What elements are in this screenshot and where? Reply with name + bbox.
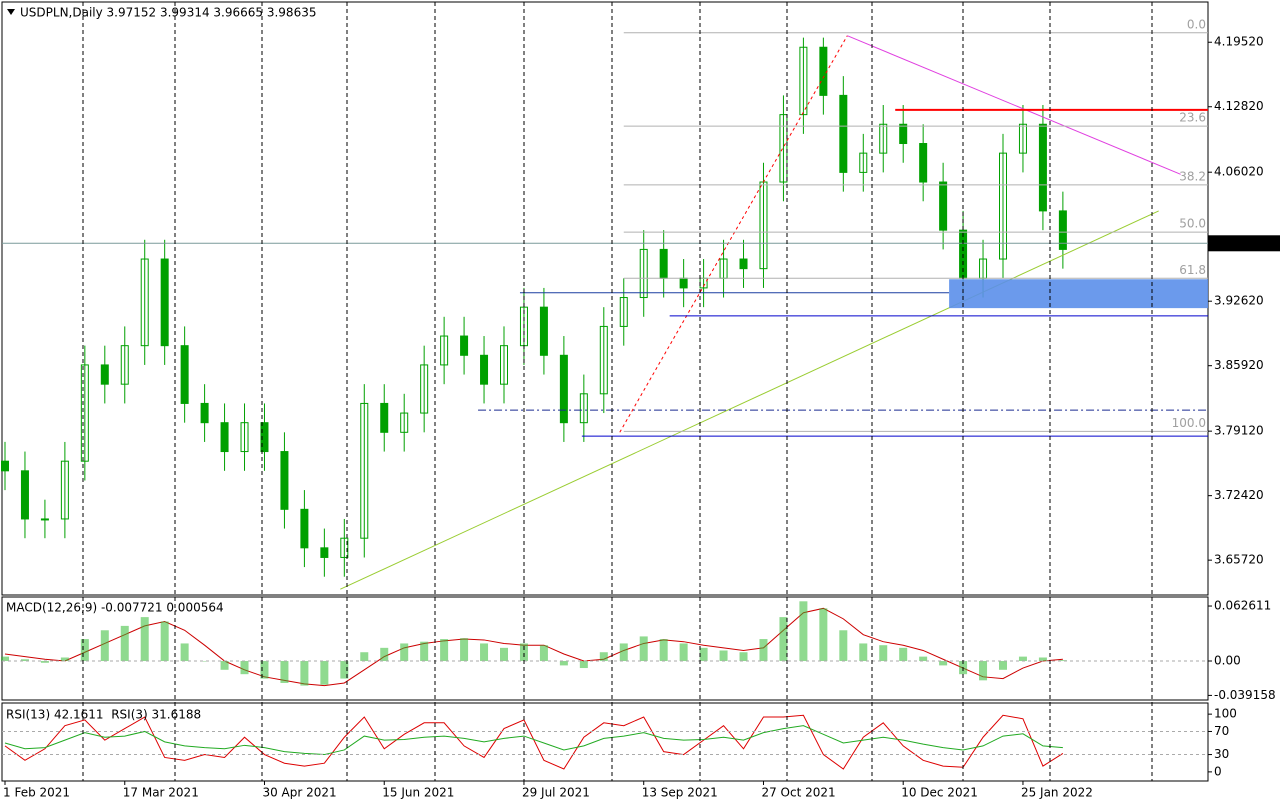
macd-signal bbox=[4, 607, 1063, 687]
rsi-frame bbox=[1, 702, 1209, 782]
trend-line bbox=[619, 35, 848, 433]
macd-bar bbox=[240, 661, 249, 675]
macd-bar bbox=[440, 639, 449, 662]
macd-label: MACD(12,26,9) -0.007721 0.000564 bbox=[6, 601, 224, 615]
trend-line bbox=[340, 210, 1159, 590]
trend-line bbox=[847, 35, 1181, 175]
macd-bar bbox=[999, 661, 1007, 670]
macd-bar bbox=[260, 661, 269, 679]
last-price-box bbox=[1208, 235, 1280, 252]
x-tick-label: 17 Mar 2021 bbox=[123, 786, 199, 800]
macd-bar bbox=[1038, 657, 1047, 662]
fib-label: 100.0 bbox=[1172, 416, 1206, 430]
rsi-line bbox=[4, 714, 1064, 770]
macd-bar bbox=[579, 661, 588, 669]
chart-title: USDPLN,Daily 3.97152 3.99314 3.96665 3.9… bbox=[20, 6, 316, 20]
macd-bar bbox=[879, 645, 888, 662]
macd-bar bbox=[919, 656, 928, 662]
macd-bar bbox=[480, 643, 489, 662]
macd-bar bbox=[679, 643, 688, 662]
macd-bar bbox=[539, 645, 548, 662]
macd-bar bbox=[739, 652, 748, 662]
macd-bar bbox=[839, 630, 848, 662]
macd-bar bbox=[659, 639, 668, 662]
macd-bar bbox=[360, 652, 369, 662]
macd-bar bbox=[519, 643, 528, 662]
x-tick-label: 29 Jul 2021 bbox=[522, 786, 590, 800]
menu-triangle bbox=[7, 9, 15, 15]
macd-bar bbox=[40, 661, 49, 663]
macd-bar bbox=[420, 641, 429, 662]
y-tick-label: 3.85920 bbox=[1214, 358, 1264, 372]
fib-label: 50.0 bbox=[1179, 217, 1206, 231]
x-tick-label: 13 Sep 2021 bbox=[642, 786, 718, 800]
macd-bar bbox=[799, 601, 808, 662]
macd-bar bbox=[639, 636, 648, 662]
macd-bar bbox=[60, 657, 69, 662]
macd-bar bbox=[280, 661, 289, 683]
macd-bar bbox=[979, 661, 988, 681]
macd-bar bbox=[100, 630, 109, 662]
macd-bar bbox=[500, 647, 508, 662]
macd-bar bbox=[899, 647, 908, 662]
macd-y-tick-label: 0.00 bbox=[1214, 654, 1241, 668]
macd-bar bbox=[300, 661, 309, 686]
macd-y-tick-label: 0.062611 bbox=[1214, 599, 1271, 613]
macd-bar bbox=[779, 617, 788, 662]
macd-bar bbox=[320, 661, 329, 685]
macd-bar bbox=[1018, 656, 1027, 662]
macd-bar bbox=[80, 639, 89, 662]
macd-bar bbox=[939, 661, 948, 666]
rsi-y-tick-label: 100 bbox=[1214, 707, 1237, 721]
macd-bar bbox=[400, 643, 409, 662]
macd-bar bbox=[380, 647, 389, 662]
y-tick-label: 4.19520 bbox=[1214, 35, 1264, 49]
macd-bar bbox=[20, 659, 29, 662]
y-tick-label: 4.06020 bbox=[1214, 165, 1264, 179]
x-tick-label: 30 Apr 2021 bbox=[262, 786, 336, 800]
macd-bar bbox=[340, 661, 349, 679]
rsi-y-tick-label: 0 bbox=[1214, 764, 1222, 778]
macd-bar bbox=[220, 661, 229, 670]
fib-label: 38.2 bbox=[1179, 169, 1206, 183]
x-tick-label: 27 Oct 2021 bbox=[761, 786, 835, 800]
macd-bar bbox=[559, 661, 568, 666]
macd-bar bbox=[1058, 660, 1067, 662]
y-tick-label: 3.65720 bbox=[1214, 553, 1264, 567]
macd-bar bbox=[200, 661, 209, 662]
fib-label: 0.0 bbox=[1187, 17, 1206, 31]
x-tick-label: 15 Jun 2021 bbox=[382, 786, 454, 800]
macd-frame bbox=[1, 596, 1209, 701]
macd-bar bbox=[759, 639, 768, 662]
x-tick-label: 25 Jan 2022 bbox=[1021, 786, 1093, 800]
macd-bar bbox=[699, 647, 708, 662]
macd-bar bbox=[180, 643, 189, 662]
zone bbox=[949, 279, 1208, 309]
y-tick-label: 3.72420 bbox=[1214, 488, 1264, 502]
rsi-y-tick-label: 70 bbox=[1214, 724, 1229, 738]
macd-bar bbox=[599, 652, 608, 662]
y-tick-label: 3.79120 bbox=[1214, 424, 1264, 438]
macd-bar bbox=[160, 621, 169, 662]
rsi-y-tick-label: 30 bbox=[1214, 747, 1229, 761]
rsi-label: RSI(13) 42.1611 RSI(3) 31.6188 bbox=[6, 708, 201, 722]
macd-y-tick-label: -0.039158 bbox=[1214, 688, 1276, 702]
fib-label: 23.6 bbox=[1179, 111, 1206, 125]
y-tick-label: 4.12820 bbox=[1214, 99, 1264, 113]
macd-bar bbox=[140, 617, 149, 662]
fib-label: 61.8 bbox=[1179, 263, 1206, 277]
macd-bar bbox=[1, 656, 9, 662]
macd-bar bbox=[859, 643, 868, 662]
rsi-line bbox=[4, 725, 1063, 756]
macd-bar bbox=[120, 625, 129, 662]
x-tick-label: 1 Feb 2021 bbox=[3, 786, 70, 800]
macd-bar bbox=[619, 643, 628, 662]
x-tick-label: 10 Dec 2021 bbox=[901, 786, 978, 800]
macd-bar bbox=[460, 638, 469, 662]
macd-bar bbox=[819, 608, 828, 662]
macd-bar bbox=[719, 650, 728, 662]
y-tick-label: 3.92620 bbox=[1214, 294, 1264, 308]
